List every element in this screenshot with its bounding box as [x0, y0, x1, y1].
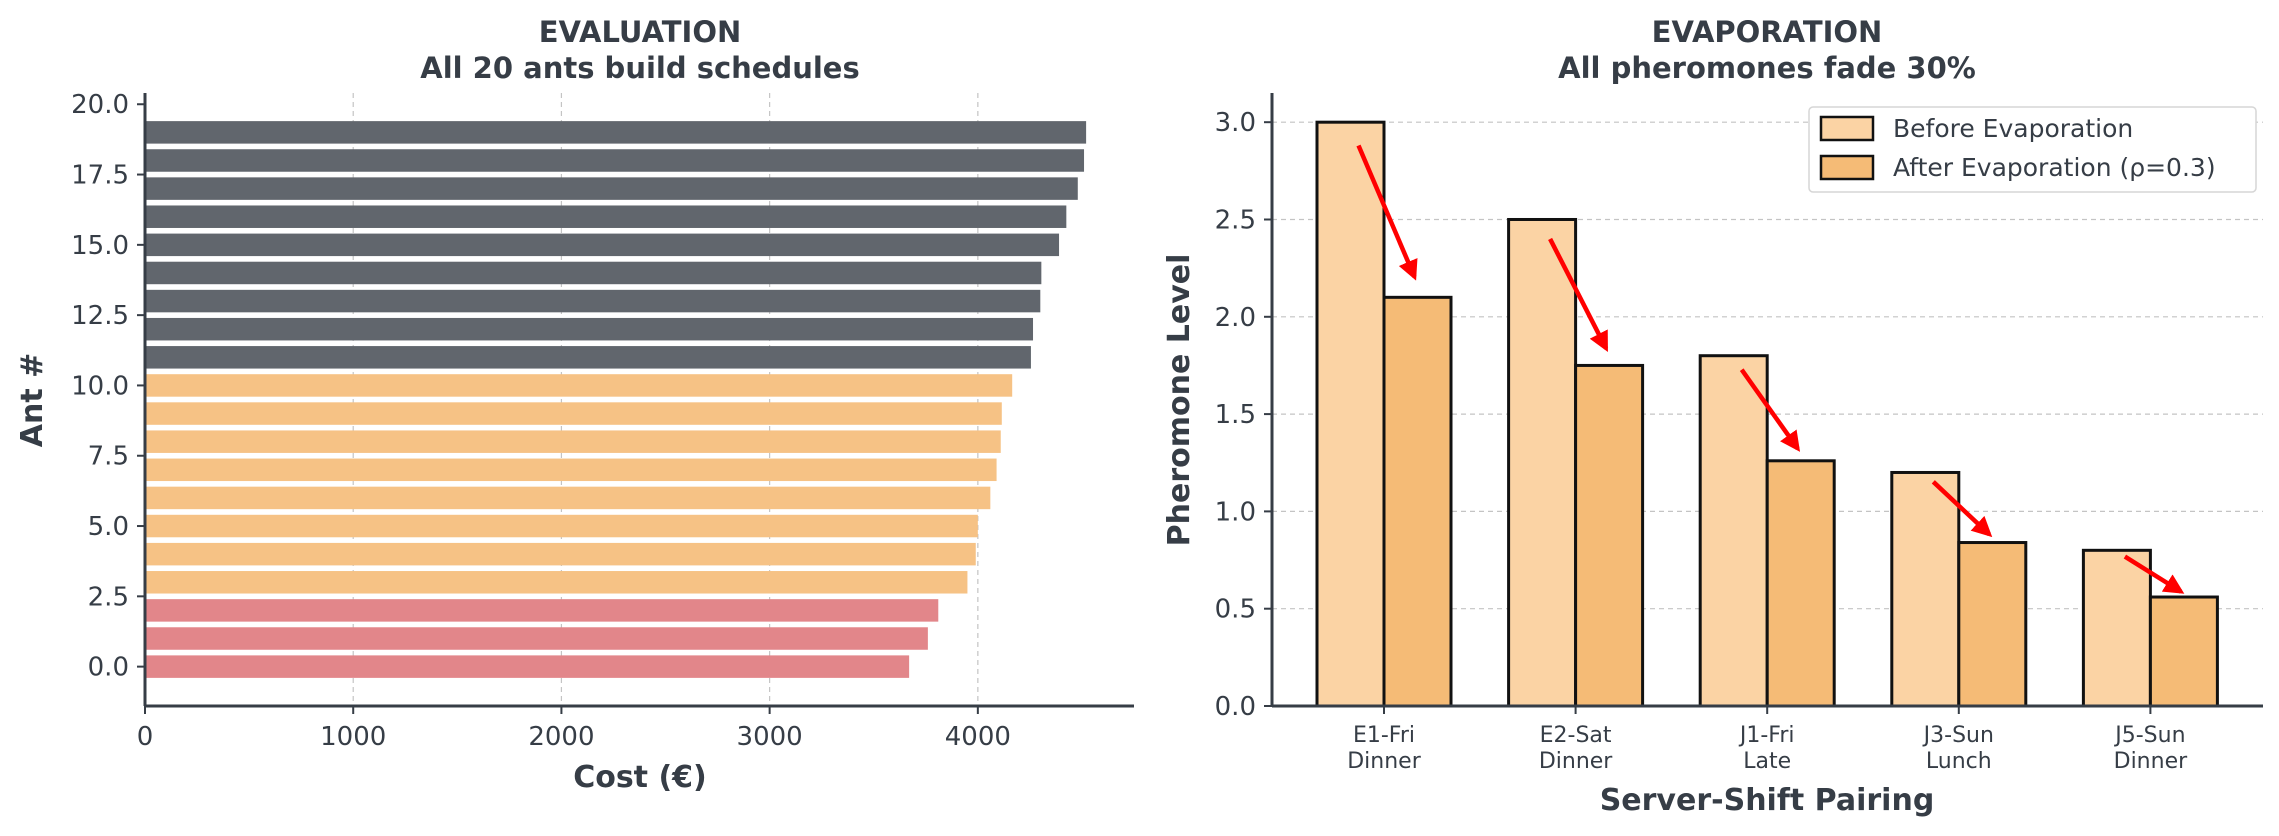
cost-bar-ant-4	[145, 542, 976, 566]
y-tick-label: 5.0	[88, 512, 129, 542]
x-ticks: 0 1000 2000 3000 4000	[137, 706, 1011, 752]
y-tick-label: 10.0	[71, 371, 129, 401]
cost-bar-ant-6	[145, 486, 991, 510]
category-label: Dinner	[1347, 749, 1421, 774]
before-bar-0	[1315, 120, 1386, 708]
y-tick-label: 12.5	[71, 301, 129, 331]
y-ticks: 0.0 0.5 1.0 1.5 2.0 2.5 3.0	[1215, 108, 1272, 722]
cost-bar-ant-1	[145, 627, 928, 650]
x-tick-label: 1000	[320, 722, 386, 752]
y-tick-label: 2.5	[88, 582, 129, 612]
evaporation-subtitle: All pheromones fade 30%	[1558, 51, 1976, 85]
before-bar-3	[1890, 470, 1961, 708]
cost-bar-ant-15	[145, 233, 1060, 257]
y-axis-label: Ant #	[15, 353, 50, 448]
category-label: Lunch	[1926, 749, 1992, 774]
y-tick-label: 2.0	[1215, 303, 1256, 333]
cost-bar-ant-19	[145, 121, 1087, 144]
legend-swatch-after	[1819, 154, 1875, 181]
x-tick-label: 3000	[737, 722, 803, 752]
y-tick-label: 2.5	[1215, 205, 1256, 235]
evaporation-arrow-3	[1931, 480, 1993, 538]
y-tick-label: 0.5	[1215, 595, 1256, 625]
after-bar-0	[1382, 295, 1453, 708]
before-bar-2	[1698, 354, 1769, 708]
cost-bar-ant-2	[145, 599, 939, 622]
category-ticks: E1-FriDinnerE2-SatDinnerJ1-FriLateJ3-Sun…	[1347, 706, 2188, 774]
after-bar-2	[1765, 459, 1836, 708]
category-label: J3-Sun	[1922, 723, 1994, 748]
evaporation-arrow-0	[1356, 144, 1418, 281]
cost-bar-ant-16	[145, 205, 1067, 228]
before-bar-1	[1507, 217, 1578, 708]
x-tick-label: 0	[137, 722, 154, 752]
cost-bar-ant-5	[145, 514, 978, 538]
y-tick-label: 15.0	[71, 231, 129, 261]
cost-bar-ant-8	[145, 430, 1001, 453]
evaluation-title: EVALUATION	[539, 15, 742, 49]
cost-bar-ant-3	[145, 571, 968, 594]
cost-bars	[145, 121, 1087, 678]
evaporation-chart: 0.00.51.01.52.02.53.0 E1-FriDinnerE2-Sat…	[1162, 15, 2263, 818]
cost-bar-ant-12	[145, 317, 1034, 341]
category-label: Dinner	[1539, 749, 1613, 774]
evaporation-arrow-1	[1548, 237, 1609, 353]
y-tick-label: 1.5	[1215, 400, 1256, 430]
y-axis-label: Pheromone Level	[1162, 254, 1197, 547]
category-label: Dinner	[2114, 749, 2188, 774]
legend-label-before: Before Evaporation	[1893, 114, 2133, 143]
category-label: E1-Fri	[1353, 723, 1415, 748]
cost-bar-ant-9	[145, 402, 1002, 425]
cost-bar-ant-13	[145, 289, 1041, 313]
pheromone-bars	[1315, 120, 2219, 708]
legend-label-after: After Evaporation (ρ=0.3)	[1893, 153, 2216, 182]
category-label: E2-Sat	[1540, 723, 1612, 748]
y-tick-label: 20.0	[71, 90, 129, 120]
after-bar-1	[1574, 363, 1645, 708]
after-bar-3	[1957, 541, 2028, 708]
cost-bar-ant-0	[145, 655, 910, 678]
evaporation-title: EVAPORATION	[1652, 15, 1883, 49]
x-tick-label: 4000	[945, 722, 1011, 752]
y-tick-label: 0.0	[1215, 692, 1256, 722]
evaluation-subtitle: All 20 ants build schedules	[420, 51, 860, 85]
after-bar-4	[2148, 595, 2219, 708]
cost-bar-ant-14	[145, 261, 1042, 285]
legend: Before Evaporation After Evaporation (ρ=…	[1808, 106, 2257, 193]
evaluation-chart: 0 1000 2000 3000 4000 0.0 2.5 5.0 7.5 10.0 12.5 15…	[15, 15, 1134, 795]
evaporation-arrow-2	[1739, 368, 1801, 452]
evaporation-arrows	[1356, 144, 2185, 594]
y-tick-label: 7.5	[88, 442, 129, 472]
y-tick-label: 17.5	[71, 161, 129, 191]
legend-swatch-before	[1819, 115, 1875, 142]
category-label: J5-Sun	[2113, 723, 2185, 748]
cost-bar-ant-10	[145, 374, 1013, 397]
left-axes	[143, 93, 1134, 708]
cost-bar-ant-11	[145, 346, 1031, 369]
cost-bar-ant-7	[145, 458, 997, 482]
y-tick-label: 1.0	[1215, 497, 1256, 527]
y-tick-label: 3.0	[1215, 108, 1256, 138]
category-label: Late	[1743, 749, 1791, 774]
cost-bar-ant-17	[145, 177, 1078, 200]
legend-frame	[1808, 106, 2257, 193]
before-bar-4	[2081, 548, 2152, 708]
y-ticks: 0.0 2.5 5.0 7.5 10.0 12.5 15.0 17.5 20.0	[71, 90, 145, 683]
x-axis-label: Server-Shift Pairing	[1600, 783, 1935, 818]
y-tick-label: 0.0	[88, 653, 129, 683]
evaporation-arrow-4	[2123, 554, 2185, 594]
x-tick-label: 2000	[528, 722, 594, 752]
category-label: J1-Fri	[1738, 723, 1795, 748]
cost-bar-ant-18	[145, 149, 1085, 172]
x-axis-label: Cost (€)	[573, 760, 707, 795]
